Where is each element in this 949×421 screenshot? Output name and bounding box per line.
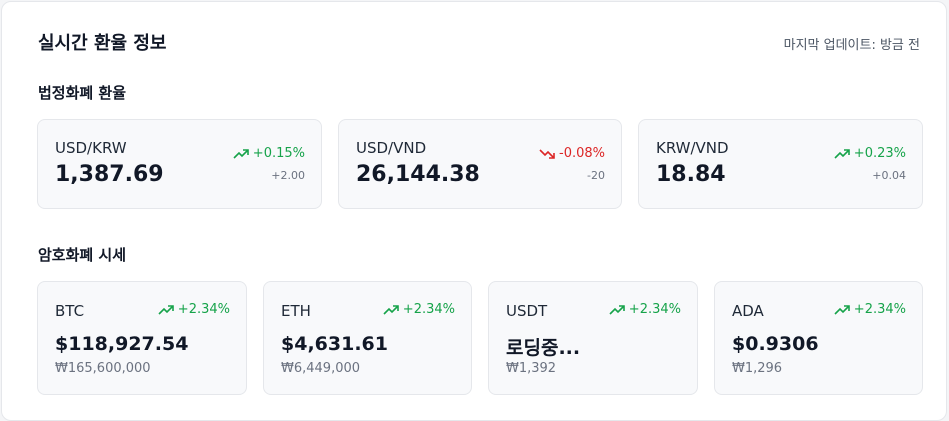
crypto-card-eth[interactable]: ETH +2.34% $4,631.61 ₩6,449,000	[263, 281, 472, 395]
usd-price: $0.9306	[732, 333, 819, 355]
page-title: 실시간 환율 정보	[38, 33, 167, 54]
usd-price: $118,927.54	[55, 333, 189, 355]
crypto-symbol: USDT	[506, 302, 548, 320]
usd-price: $4,631.61	[281, 333, 388, 355]
trending-up-icon	[158, 304, 174, 315]
change-percent: +2.34%	[383, 302, 455, 317]
change-delta: +0.04	[872, 169, 906, 182]
exchange-rate: 26,144.38	[356, 162, 480, 187]
fiat-section-title: 법정화폐 환율	[38, 84, 127, 102]
krw-price: ₩165,600,000	[55, 361, 151, 376]
krw-price: ₩6,449,000	[281, 361, 361, 376]
change-percent: +0.15%	[233, 146, 305, 161]
fiat-card-krw-vnd[interactable]: KRW/VND 18.84 +0.23% +0.04	[638, 119, 923, 209]
trending-up-icon	[834, 148, 850, 159]
exchange-rate: 18.84	[656, 162, 726, 187]
fiat-card-usd-vnd[interactable]: USD/VND 26,144.38 -0.08% -20	[338, 119, 622, 209]
crypto-section-title: 암호화폐 시세	[38, 246, 127, 264]
crypto-symbol: BTC	[55, 302, 85, 320]
crypto-card-usdt[interactable]: USDT +2.34% 로딩중... ₩1,392	[488, 281, 698, 395]
trending-up-icon	[609, 304, 625, 315]
fiat-card-usd-krw[interactable]: USD/KRW 1,387.69 +0.15% +2.00	[37, 119, 322, 209]
change-delta: -20	[587, 169, 605, 182]
change-percent: +0.23%	[834, 146, 906, 161]
trending-up-icon	[834, 304, 850, 315]
krw-price: ₩1,296	[732, 361, 783, 376]
usd-price: 로딩중...	[506, 337, 581, 359]
trending-down-icon	[539, 148, 555, 159]
krw-price: ₩1,392	[506, 361, 557, 376]
change-percent: +2.34%	[609, 302, 681, 317]
change-percent: -0.08%	[539, 146, 605, 161]
crypto-symbol: ETH	[281, 302, 311, 320]
last-updated-text: 마지막 업데이트: 방금 전	[783, 38, 920, 53]
change-percent-value: +2.34%	[628, 302, 681, 317]
change-percent-value: +2.34%	[177, 302, 230, 317]
trending-up-icon	[383, 304, 399, 315]
crypto-symbol: ADA	[732, 302, 764, 320]
change-percent-value: +0.15%	[252, 146, 305, 161]
change-delta: +2.00	[271, 169, 305, 182]
exchange-rate: 1,387.69	[55, 162, 164, 187]
change-percent-value: +0.23%	[853, 146, 906, 161]
change-percent: +2.34%	[158, 302, 230, 317]
currency-pair: KRW/VND	[656, 139, 729, 157]
crypto-card-ada[interactable]: ADA +2.34% $0.9306 ₩1,296	[714, 281, 923, 395]
trending-up-icon	[233, 148, 249, 159]
crypto-card-btc[interactable]: BTC +2.34% $118,927.54 ₩165,600,000	[37, 281, 247, 395]
change-percent-value: -0.08%	[559, 146, 605, 161]
currency-pair: USD/KRW	[55, 139, 127, 157]
change-percent: +2.34%	[834, 302, 906, 317]
change-percent-value: +2.34%	[853, 302, 906, 317]
change-percent-value: +2.34%	[402, 302, 455, 317]
currency-pair: USD/VND	[356, 139, 427, 157]
